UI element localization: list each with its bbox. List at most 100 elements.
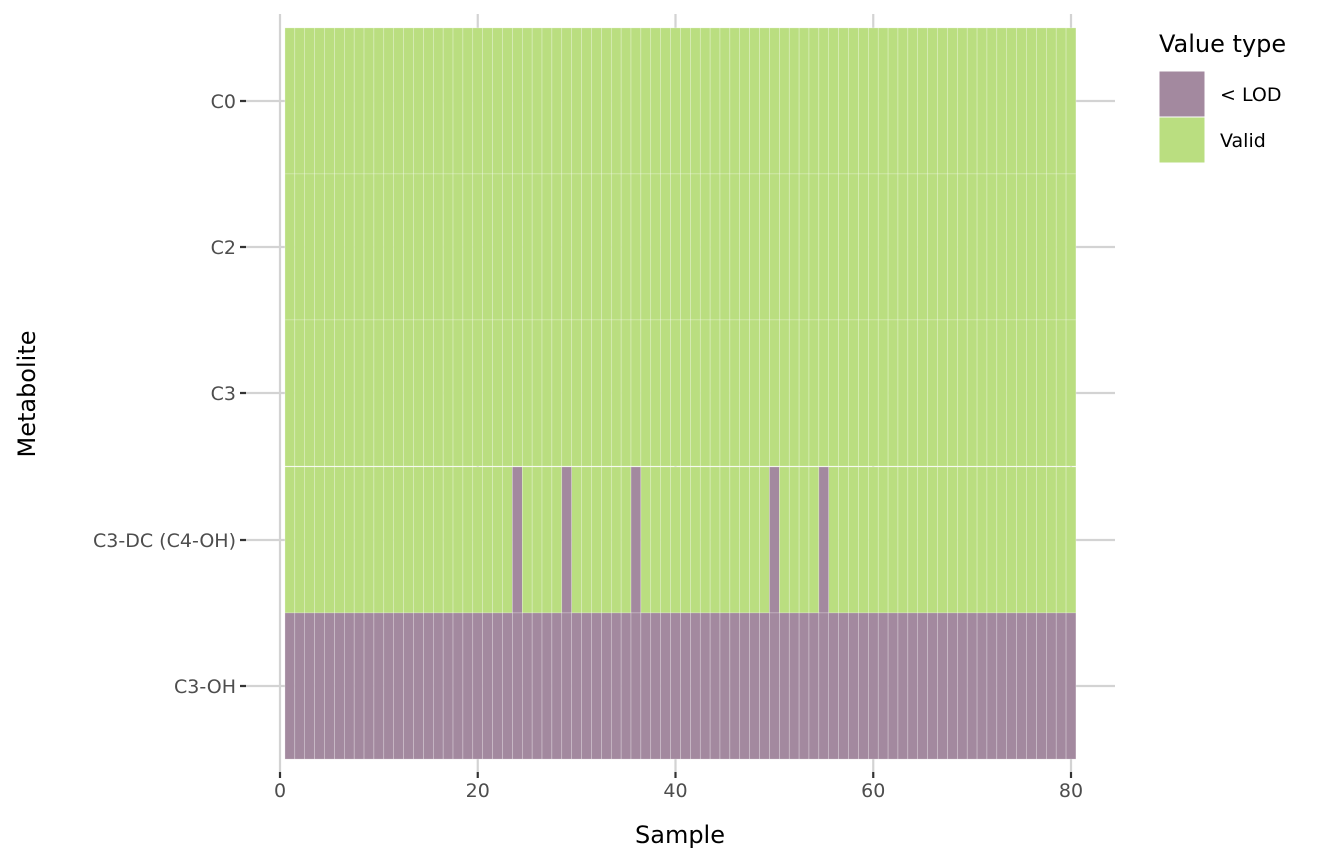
heatmap-cell <box>749 27 760 175</box>
heatmap-cell <box>571 466 582 614</box>
heatmap-cell <box>393 319 404 467</box>
heatmap-cell <box>373 612 385 760</box>
heatmap-cell <box>541 319 553 467</box>
heatmap-cell <box>690 319 701 467</box>
heatmap-cell <box>314 27 325 175</box>
heatmap-cell <box>610 27 622 175</box>
heatmap-cell <box>413 466 424 614</box>
heatmap-cell <box>719 466 731 614</box>
heatmap-cell <box>1026 612 1037 760</box>
heatmap-cell <box>502 173 513 321</box>
heatmap-cell <box>699 27 711 175</box>
heatmap-cell <box>808 319 820 467</box>
heatmap-cell <box>423 612 434 760</box>
heatmap-cell <box>551 612 563 760</box>
heatmap-cell <box>521 319 533 467</box>
heatmap-cell <box>581 27 592 175</box>
legend-key <box>1158 70 1206 118</box>
heatmap-cell <box>749 466 760 614</box>
heatmap-cell <box>848 612 859 760</box>
heatmap-cell <box>838 319 849 467</box>
heatmap-cell <box>1016 173 1027 321</box>
heatmap-cell <box>482 612 493 760</box>
heatmap-cell <box>680 173 691 321</box>
heatmap-cell <box>452 466 464 614</box>
heatmap-cell <box>294 466 305 614</box>
legend-title: Value type <box>1159 30 1286 58</box>
heatmap-cell <box>650 27 661 175</box>
heatmap-cell <box>561 612 572 760</box>
heatmap-cell <box>591 466 602 614</box>
heatmap-cell <box>304 27 315 175</box>
x-tick-label: 20 <box>466 780 490 802</box>
heatmap-cell <box>818 612 830 760</box>
heatmap-cell <box>353 319 365 467</box>
heatmap-cell <box>591 612 602 760</box>
heatmap-cell <box>818 466 830 614</box>
heatmap-cell <box>699 173 711 321</box>
heatmap-cell <box>1065 466 1077 614</box>
heatmap-cell <box>462 612 474 760</box>
heatmap-cell <box>620 27 632 175</box>
heatmap-cell <box>937 612 948 760</box>
heatmap-cell <box>482 27 493 175</box>
heatmap-cell <box>284 466 296 614</box>
heatmap-cell <box>680 319 691 467</box>
heatmap-cell <box>383 612 394 760</box>
heatmap-cell <box>868 27 879 175</box>
heatmap-cell <box>571 319 582 467</box>
heatmap-cell <box>947 319 958 467</box>
heatmap-cell <box>848 466 859 614</box>
heatmap-cell <box>610 612 622 760</box>
heatmap-cell <box>442 173 454 321</box>
heatmap-cell <box>630 27 642 175</box>
heatmap-cell <box>996 466 1007 614</box>
heatmap-cell <box>294 612 305 760</box>
heatmap-cell <box>502 466 513 614</box>
heatmap-cell <box>1006 466 1017 614</box>
heatmap-cell <box>1006 27 1017 175</box>
heatmap-cell <box>502 27 513 175</box>
heatmap-cell <box>877 173 889 321</box>
x-tick-label: 0 <box>274 780 286 802</box>
heatmap-cell <box>620 173 632 321</box>
heatmap-cell <box>561 466 572 614</box>
heatmap-cell <box>907 319 918 467</box>
heatmap-cell <box>966 319 978 467</box>
heatmap-cell <box>828 173 839 321</box>
heatmap-cell <box>541 466 553 614</box>
heatmap-cell <box>462 466 474 614</box>
heatmap-cell <box>403 319 414 467</box>
heatmap-cell <box>868 319 879 467</box>
heatmap-cell <box>670 466 681 614</box>
heatmap-cell <box>541 173 553 321</box>
heatmap-cell <box>601 466 612 614</box>
heatmap-cell <box>957 319 968 467</box>
heatmap-cell <box>502 319 513 467</box>
heatmap-cell <box>699 319 711 467</box>
heatmap-cell <box>897 173 909 321</box>
heatmap-cell <box>1026 466 1037 614</box>
heatmap-cell <box>917 466 928 614</box>
heatmap-cell <box>709 319 721 467</box>
heatmap-cell <box>452 173 464 321</box>
heatmap-cell <box>521 466 533 614</box>
heatmap-cell <box>769 466 780 614</box>
heatmap-cell <box>393 27 404 175</box>
legend-label: < LOD <box>1220 84 1281 106</box>
heatmap-cell <box>413 612 424 760</box>
heatmap-cell <box>779 466 790 614</box>
heatmap-cell <box>976 612 988 760</box>
heatmap-cell <box>1036 319 1047 467</box>
heatmap-cell <box>1036 612 1047 760</box>
heatmap-cell <box>848 319 859 467</box>
heatmap-cell <box>947 27 958 175</box>
heatmap-cell <box>314 319 325 467</box>
heatmap-cell <box>788 612 800 760</box>
heatmap-cell <box>996 612 1007 760</box>
heatmap-cell <box>294 319 305 467</box>
heatmap-cell <box>897 27 909 175</box>
heatmap-cell <box>650 173 661 321</box>
heatmap-cell <box>393 173 404 321</box>
